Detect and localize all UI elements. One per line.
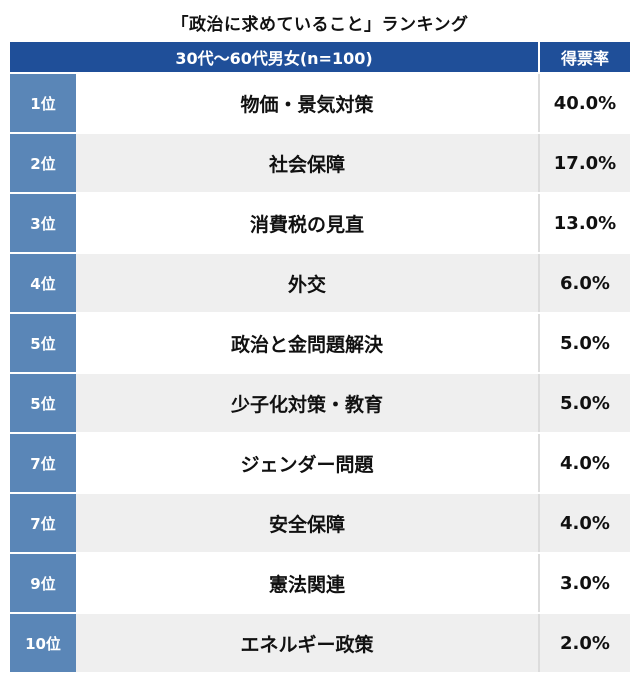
rate-cell: 6.0% [540, 254, 630, 312]
rate-cell: 2.0% [540, 614, 630, 672]
rank-cell: 7位 [10, 434, 76, 492]
table-row: 5位 少子化対策・教育 5.0% [10, 372, 630, 432]
header-vote-rate: 得票率 [560, 49, 609, 68]
rank-cell: 2位 [10, 134, 76, 192]
rate-cell: 40.0% [540, 74, 630, 132]
item-cell: 政治と金問題解決 [76, 314, 540, 372]
rank-cell: 5位 [10, 374, 76, 432]
rate-cell: 5.0% [540, 314, 630, 372]
rank-cell: 5位 [10, 314, 76, 372]
table-row: 2位 社会保障 17.0% [10, 132, 630, 192]
table-header: 30代〜60代男女(n=100) 得票率 [10, 42, 630, 72]
item-cell: 憲法関連 [76, 554, 540, 612]
table-body: 1位 物価・景気対策 40.0% 2位 社会保障 17.0% 3位 消費税の見直 13.0% 4位… [10, 72, 630, 672]
header-respondents: 30代〜60代男女(n=100) [10, 42, 540, 72]
table-row: 3位 消費税の見直 13.0% [10, 192, 630, 252]
rank-cell: 9位 [10, 554, 76, 612]
rank-cell: 10位 [10, 614, 76, 672]
item-cell: 外交 [76, 254, 540, 312]
rank-cell: 1位 [10, 74, 76, 132]
rank-cell: 4位 [10, 254, 76, 312]
item-cell: 社会保障 [76, 134, 540, 192]
rate-cell: 13.0% [540, 194, 630, 252]
table-row: 1位 物価・景気対策 40.0% [10, 72, 630, 132]
table-row: 7位 ジェンダー問題 4.0% [10, 432, 630, 492]
ranking-table: 30代〜60代男女(n=100) 得票率 1位 物価・景気対策 40.0% 2位 社会保… [10, 42, 630, 672]
rank-cell: 7位 [10, 494, 76, 552]
item-cell: 安全保障 [76, 494, 540, 552]
item-cell: ジェンダー問題 [76, 434, 540, 492]
table-row: 10位 エネルギー政策 2.0% [10, 612, 630, 672]
rate-cell: 5.0% [540, 374, 630, 432]
table-row: 7位 安全保障 4.0% [10, 492, 630, 552]
table-row: 5位 政治と金問題解決 5.0% [10, 312, 630, 372]
rate-cell: 3.0% [540, 554, 630, 612]
item-cell: 物価・景気対策 [76, 74, 540, 132]
item-cell: 消費税の見直 [76, 194, 540, 252]
table-row: 4位 外交 6.0% [10, 252, 630, 312]
rate-cell: 4.0% [540, 494, 630, 552]
item-cell: エネルギー政策 [76, 614, 540, 672]
chart-title: 「政治に求めていること」ランキング [171, 15, 469, 35]
rate-cell: 4.0% [540, 434, 630, 492]
rank-cell: 3位 [10, 194, 76, 252]
table-row: 9位 憲法関連 3.0% [10, 552, 630, 612]
item-cell: 少子化対策・教育 [76, 374, 540, 432]
rate-cell: 17.0% [540, 134, 630, 192]
